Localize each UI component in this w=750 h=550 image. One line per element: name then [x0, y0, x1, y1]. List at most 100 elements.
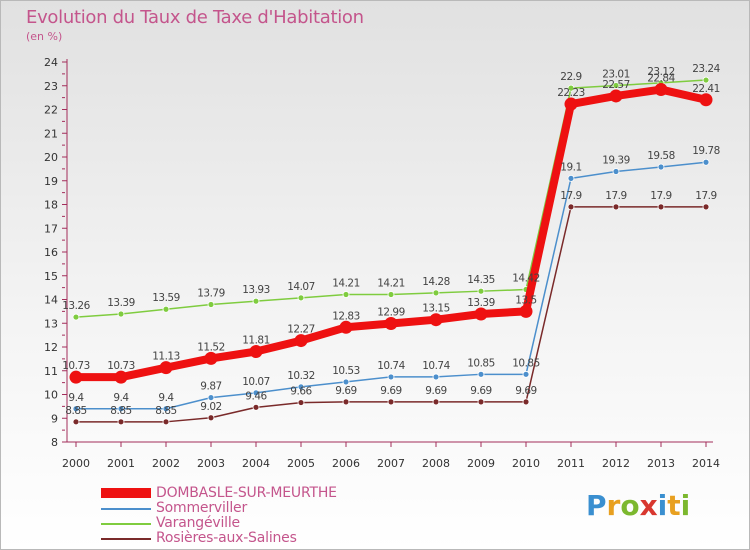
- data-point: [702, 158, 710, 166]
- data-label: 14.42: [512, 273, 540, 285]
- data-label: 19.58: [647, 150, 675, 162]
- data-point: [567, 174, 575, 182]
- data-label: 10.85: [512, 357, 540, 369]
- data-point: [522, 370, 530, 378]
- data-point: [429, 313, 443, 327]
- data-label: 22.9: [560, 71, 581, 83]
- data-point: [342, 291, 350, 298]
- y-tick-label: 12: [44, 341, 58, 354]
- data-label: 19.78: [692, 145, 720, 157]
- legend-label: Rosières-aux-Salines: [156, 530, 297, 546]
- x-tick-label: 2002: [152, 457, 180, 470]
- data-label: 14.07: [287, 281, 315, 293]
- data-label: 14.21: [332, 278, 360, 290]
- x-tick-label: 2001: [107, 457, 135, 470]
- data-point: [474, 307, 488, 321]
- data-label: 14.28: [422, 276, 450, 288]
- data-point: [249, 345, 263, 359]
- data-point: [567, 84, 575, 92]
- data-point: [69, 370, 83, 384]
- data-point: [72, 405, 80, 413]
- x-tick-label: 2003: [197, 457, 225, 470]
- data-label: 13.39: [467, 297, 495, 309]
- data-point: [387, 373, 395, 381]
- data-label: 10.85: [467, 357, 495, 369]
- chart-title: Evolution du Taux de Taxe d'Habitation: [26, 7, 364, 28]
- data-label: 22.23: [557, 87, 585, 99]
- data-point: [702, 76, 710, 84]
- data-point: [432, 373, 440, 381]
- y-tick-label: 20: [44, 151, 58, 164]
- y-tick-label: 19: [44, 175, 58, 188]
- data-point: [342, 398, 350, 406]
- brand-letter: o: [620, 489, 640, 522]
- x-tick-label: 2000: [62, 457, 90, 470]
- x-tick-label: 2010: [512, 457, 540, 470]
- data-label: 10.74: [377, 360, 405, 372]
- data-point: [387, 291, 395, 298]
- data-label: 22.41: [692, 83, 720, 95]
- data-label: 22.84: [647, 73, 675, 85]
- data-label: 22.57: [602, 79, 630, 91]
- y-tick-label: 9: [51, 412, 58, 425]
- data-point: [207, 301, 215, 308]
- data-label: 9.69: [470, 385, 491, 397]
- x-tick-label: 2004: [242, 457, 270, 470]
- x-tick-label: 2008: [422, 457, 450, 470]
- data-label: 17.9: [695, 190, 716, 202]
- data-label: 13.79: [197, 287, 225, 299]
- data-point: [297, 294, 305, 302]
- data-label: 13.26: [62, 300, 90, 312]
- y-tick-label: 13: [44, 317, 58, 330]
- data-point: [522, 398, 530, 406]
- x-tick-label: 2013: [647, 457, 675, 470]
- x-tick-label: 2007: [377, 457, 405, 470]
- data-label: 9.69: [380, 385, 401, 397]
- data-point: [609, 89, 623, 103]
- data-point: [657, 163, 665, 171]
- data-point: [162, 305, 170, 313]
- y-tick-label: 16: [44, 246, 58, 259]
- data-label: 8.85: [110, 405, 131, 417]
- chart-unit: (en %): [26, 30, 63, 43]
- y-tick-label: 14: [44, 294, 58, 307]
- data-label: 11.13: [152, 351, 180, 363]
- brand-letter: x: [639, 489, 658, 522]
- data-label: 10.07: [242, 376, 270, 388]
- data-point: [207, 394, 215, 401]
- brand-letter: r: [606, 489, 621, 522]
- data-label: 10.73: [62, 360, 90, 372]
- legend-swatch: [101, 488, 151, 498]
- data-point: [252, 389, 260, 397]
- data-label: 9.69: [335, 385, 356, 397]
- data-label: 9.66: [290, 386, 312, 398]
- data-label: 10.53: [332, 365, 360, 377]
- data-point: [297, 383, 305, 391]
- data-label: 19.1: [560, 161, 581, 173]
- legend-label: DOMBASLE-SUR-MEURTHE: [156, 485, 337, 501]
- data-point: [342, 378, 350, 386]
- data-point: [117, 310, 125, 318]
- data-point: [432, 398, 440, 406]
- brand-letter: t: [667, 489, 681, 522]
- data-point: [297, 399, 305, 406]
- data-point: [612, 203, 620, 211]
- data-point: [477, 370, 485, 378]
- brand-logo: Proxiti: [586, 489, 690, 522]
- data-point: [564, 97, 578, 111]
- data-point: [702, 203, 710, 211]
- data-point: [387, 398, 395, 406]
- data-label: 13.59: [152, 292, 180, 304]
- data-label: 9.02: [200, 401, 221, 413]
- data-label: 9.4: [113, 392, 129, 404]
- data-point: [252, 403, 260, 411]
- data-point: [699, 93, 713, 107]
- data-label: 12.99: [377, 306, 405, 318]
- data-label: 8.85: [155, 405, 176, 417]
- y-tick-label: 24: [44, 56, 58, 69]
- data-point: [114, 370, 128, 384]
- x-tick-label: 2012: [602, 457, 630, 470]
- data-label: 23.24: [692, 63, 720, 75]
